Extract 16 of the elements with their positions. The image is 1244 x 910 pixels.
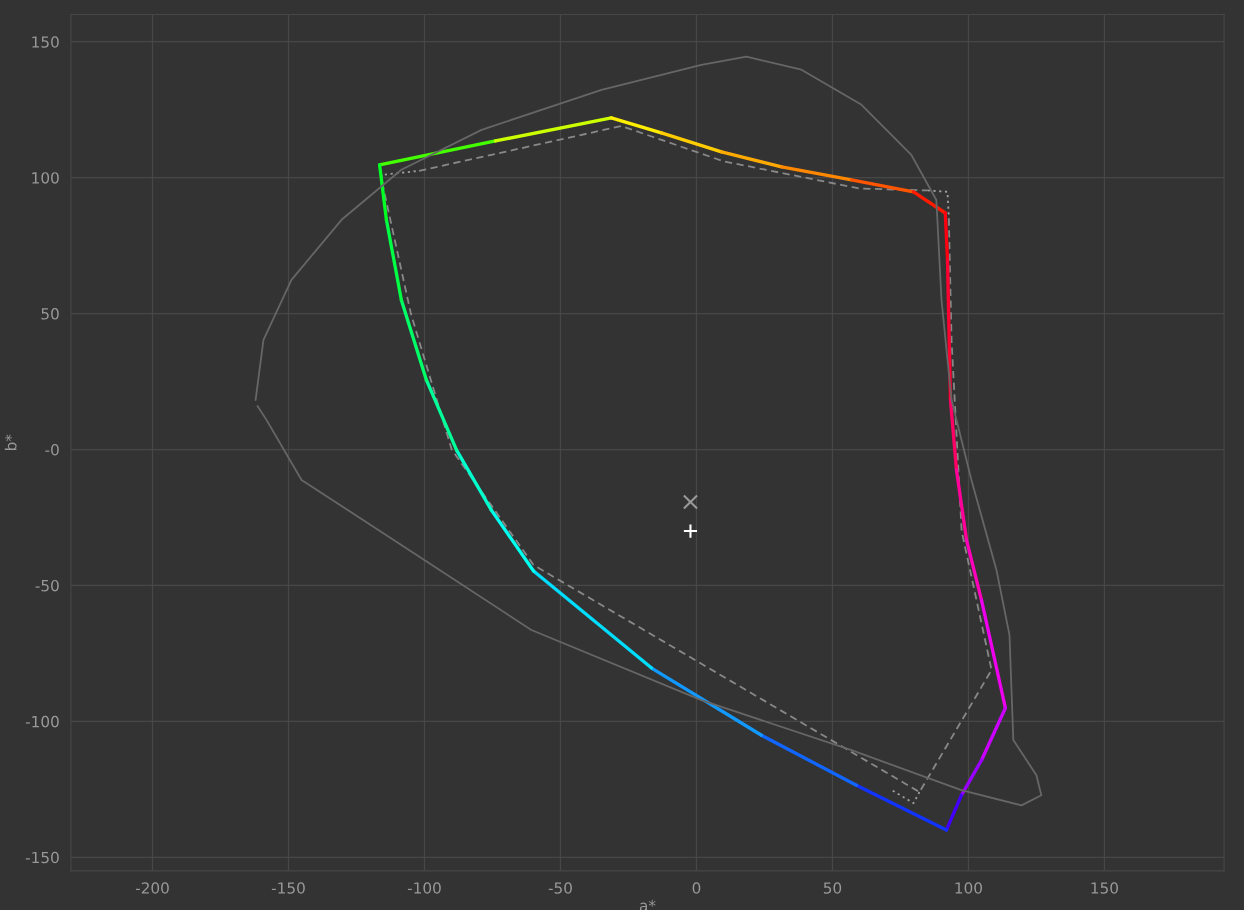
y-tick-label: -0 bbox=[45, 443, 59, 456]
x-tick-label: -100 bbox=[407, 882, 441, 894]
y-tick-label: -100 bbox=[25, 715, 59, 728]
x-tick-label: 0 bbox=[692, 882, 701, 894]
y-tick-label: 150 bbox=[32, 36, 59, 48]
x-tick-label: -200 bbox=[135, 882, 169, 894]
x-tick-label: 100 bbox=[955, 882, 982, 894]
y-axis-title: b* bbox=[4, 434, 17, 450]
y-tick-label: 50 bbox=[41, 308, 59, 320]
x-tick-label: -150 bbox=[271, 882, 305, 894]
y-tick-label: -50 bbox=[35, 579, 59, 592]
y-tick-label: 100 bbox=[32, 172, 59, 184]
x-tick-label: -50 bbox=[548, 882, 572, 894]
x-tick-label: 50 bbox=[823, 882, 842, 894]
y-tick-label: -150 bbox=[25, 851, 59, 864]
x-tick-label: 150 bbox=[1091, 882, 1118, 894]
